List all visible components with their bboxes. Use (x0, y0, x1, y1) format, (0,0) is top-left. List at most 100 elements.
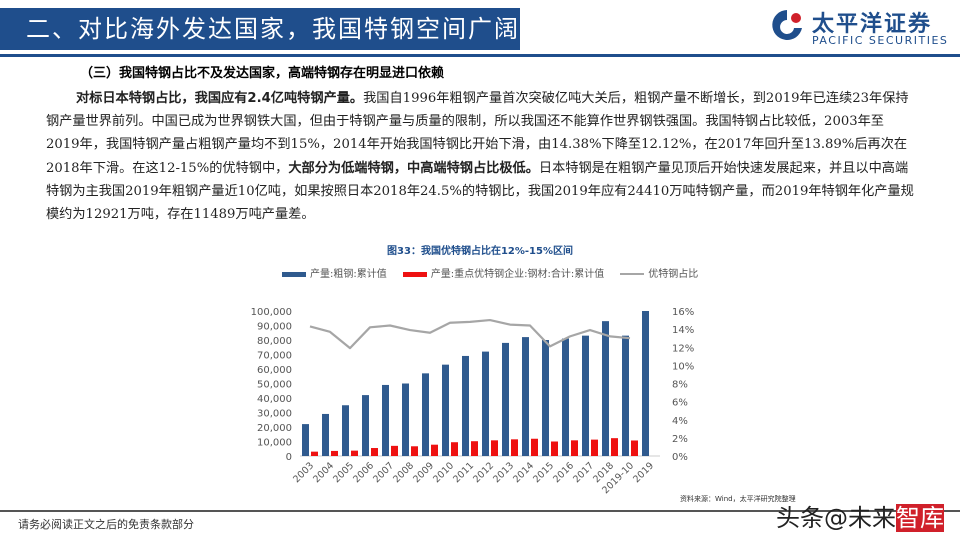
y2-tick-label: 14% (672, 325, 694, 336)
bar-special-steel (311, 451, 318, 456)
x-tick-label: 2018 (591, 460, 616, 485)
y-tick-label: 0 (286, 452, 292, 463)
bar-special-steel (591, 439, 598, 456)
bar-special-steel (351, 450, 358, 456)
legend-label: 产量:粗钢:累计值 (310, 269, 387, 280)
bar-special-steel (631, 440, 638, 456)
legend-item-ratio: 优特钢占比 (620, 265, 698, 280)
bar-crude-steel (302, 424, 309, 456)
bar-special-steel (391, 445, 398, 456)
bar-crude-steel (342, 405, 349, 456)
bar-special-steel (571, 440, 578, 456)
x-tick-label: 2013 (491, 460, 516, 485)
x-tick-label: 2014 (511, 460, 536, 485)
x-tick-label: 2003 (291, 460, 316, 485)
para-text-2: 日本特钢是在粗钢产量见顶后开始快速发展起来，并且以中高端特钢为主我国2019年粗… (46, 160, 914, 223)
bar-special-steel (451, 442, 458, 456)
y-tick-label: 100,000 (251, 307, 292, 318)
x-tick-label: 2012 (471, 460, 496, 485)
y-tick-label: 30,000 (257, 409, 292, 420)
line-ratio (309, 318, 631, 350)
y-tick-label: 50,000 (257, 380, 292, 391)
bar-crude-steel (642, 311, 649, 456)
bar-special-steel (551, 441, 558, 456)
bar-crude-steel (502, 342, 509, 456)
bar-crude-steel (482, 351, 489, 456)
bar-crude-steel (362, 395, 369, 456)
x-tick-label: 2009 (411, 460, 436, 485)
y2-tick-label: 16% (672, 307, 694, 318)
logo-mark-icon (772, 10, 802, 40)
y-tick-label: 10,000 (257, 438, 292, 449)
y2-tick-label: 12% (672, 343, 694, 354)
logo-text-cn: 太平洋证券 (812, 12, 933, 37)
para-bold-1: 对标日本特钢占比，我国应有2.4亿吨特钢产量。 (76, 91, 364, 106)
x-tick-label: 2019-10 (600, 460, 636, 496)
bar-crude-steel (542, 340, 549, 456)
bar-crude-steel (562, 338, 569, 456)
bar-special-steel (511, 439, 518, 456)
logo: 太平洋证券 PACIFIC SECURITIES (770, 6, 950, 50)
bar-crude-steel (402, 383, 409, 456)
page-title: 二、对比海外发达国家，我国特钢空间广阔 (26, 15, 520, 43)
bar-crude-steel (622, 335, 629, 456)
chart-title: 图33：我国优特钢占比在12%-15%区间 (387, 246, 573, 257)
x-tick-label: 2015 (531, 460, 556, 485)
watermark-box: 智库 (896, 504, 944, 532)
bar-crude-steel (602, 321, 609, 456)
chart-source: 资料来源：Wind，太平洋研究院整理 (680, 495, 796, 503)
watermark: 头条@未来智库 (776, 498, 944, 533)
bar-special-steel (471, 441, 478, 456)
x-tick-label: 2010 (431, 460, 456, 485)
para-text-1: 我国自1996年粗钢产量首次突破亿吨大关后，粗钢产量不断增长，到2019年已连续… (46, 91, 909, 176)
y2-tick-label: 4% (672, 416, 688, 427)
y2-tick-label: 2% (672, 434, 688, 445)
y-tick-label: 70,000 (257, 351, 292, 362)
y2-tick-label: 6% (672, 398, 688, 409)
watermark-text: 头条@未来 (776, 504, 896, 532)
bar-special-steel (331, 450, 338, 456)
bar-special-steel (491, 440, 498, 456)
y-tick-label: 40,000 (257, 394, 292, 405)
logo-text-en: PACIFIC SECURITIES (812, 34, 949, 47)
legend-item-special: 产量:重点优特钢企业:钢材:合计:累计值 (402, 265, 605, 280)
x-tick-label: 2005 (331, 460, 356, 485)
x-tick-label: 2006 (351, 460, 376, 485)
bar-crude-steel (322, 413, 329, 456)
y-tick-label: 80,000 (257, 336, 292, 347)
footer-divider (0, 510, 960, 512)
legend-label: 产量:重点优特钢企业:钢材:合计:累计值 (430, 269, 605, 280)
bar-special-steel (411, 446, 418, 456)
bar-crude-steel (442, 364, 449, 456)
y2-tick-label: 10% (672, 361, 694, 372)
bar-crude-steel (582, 335, 589, 456)
legend-item-crude: 产量:粗钢:累计值 (282, 265, 387, 280)
x-tick-label: 2011 (451, 460, 476, 485)
y-tick-label: 90,000 (257, 322, 292, 333)
x-tick-label: 2004 (311, 460, 336, 485)
x-tick-label: 2016 (551, 460, 576, 485)
body-paragraph: 对标日本特钢占比，我国应有2.4亿吨特钢产量。我国自1996年粗钢产量首次突破亿… (46, 87, 916, 226)
x-tick-label: 2019 (631, 460, 656, 485)
x-tick-label: 2007 (371, 460, 396, 485)
bar-special-steel (531, 438, 538, 456)
chart-legend: 产量:粗钢:累计值 产量:重点优特钢企业:钢材:合计:累计值 优特钢占比 (282, 265, 698, 280)
legend-label: 优特钢占比 (648, 269, 699, 280)
section-subtitle: （三）我国特钢占比不及发达国家，高端特钢存在明显进口依赖 (80, 66, 445, 81)
x-tick-label: 2017 (571, 460, 596, 485)
y2-tick-label: 8% (672, 380, 688, 391)
y-tick-label: 20,000 (257, 423, 292, 434)
bar-special-steel (611, 438, 618, 456)
x-tick-label: 2008 (391, 460, 416, 485)
bar-crude-steel (382, 384, 389, 456)
para-bold-2: 大部分为低端特钢，中高端特钢占比极低。 (288, 160, 539, 176)
bar-special-steel (371, 448, 378, 456)
bar-special-steel (431, 444, 438, 456)
y2-tick-label: 0% (672, 452, 688, 463)
footer-disclaimer: 请务必阅读正文之后的免责条款部分 (18, 518, 194, 531)
page-title-banner: 二、对比海外发达国家，我国特钢空间广阔 (0, 8, 520, 50)
header-divider (0, 54, 960, 57)
y-tick-label: 60,000 (257, 365, 292, 376)
bar-crude-steel (422, 373, 429, 456)
bar-crude-steel (522, 337, 529, 456)
